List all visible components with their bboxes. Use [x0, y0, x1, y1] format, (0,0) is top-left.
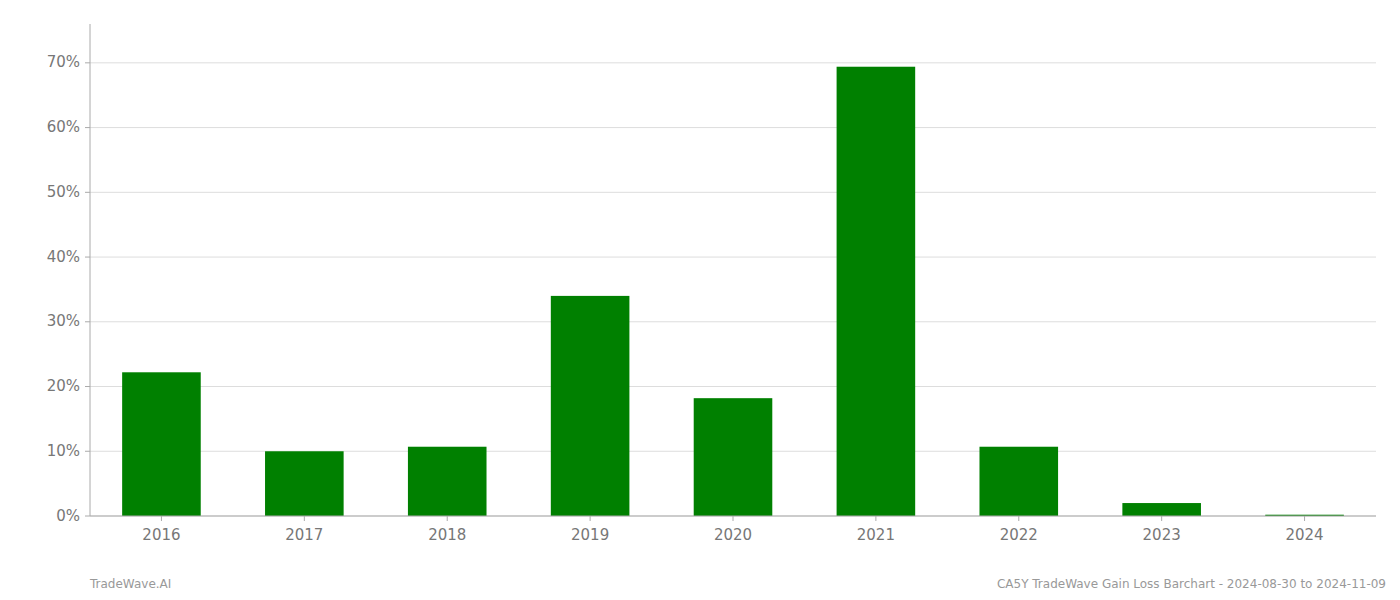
x-tick-label: 2020 [714, 526, 752, 544]
x-tick [304, 516, 305, 521]
x-tick-label: 2017 [285, 526, 323, 544]
x-tick-label: 2018 [428, 526, 466, 544]
y-tick-label: 70% [47, 53, 80, 71]
grid-line [90, 62, 1376, 63]
footer: TradeWave.AI CA5Y TradeWave Gain Loss Bar… [89, 577, 1386, 591]
bar [694, 398, 773, 516]
y-tick-label: 20% [47, 377, 80, 395]
grid-line [90, 321, 1376, 322]
chart-container: 0%10%20%30%40%50%60%70%20162017201820192… [0, 0, 1400, 600]
y-tick [85, 321, 90, 322]
y-tick [85, 516, 90, 517]
bar [979, 447, 1058, 516]
x-tick-label: 2023 [1143, 526, 1181, 544]
bar [837, 67, 916, 516]
y-axis: 0% 10% 20% 30% 40% 50% 60% 70% [47, 24, 90, 525]
background [0, 0, 1400, 600]
y-tick [85, 451, 90, 452]
y-tick-label: 40% [47, 248, 80, 266]
x-tick [590, 516, 591, 521]
x-tick-label: 2016 [142, 526, 180, 544]
bar [1122, 503, 1201, 516]
x-axis: 2016 2017 2018 2019 2020 2021 2022 2023 2024 [90, 516, 1376, 544]
footer-right: CA5Y TradeWave Gain Loss Barchart - 2024… [997, 577, 1386, 591]
bars [122, 67, 1344, 516]
bar [265, 451, 344, 516]
x-tick-label: 2022 [1000, 526, 1038, 544]
grid-line [90, 127, 1376, 128]
y-tick [85, 257, 90, 258]
y-tick-label: 30% [47, 312, 80, 330]
grid-line [90, 386, 1376, 387]
chart-svg: 0%10%20%30%40%50%60%70%20162017201820192… [0, 0, 1400, 600]
x-tick [733, 516, 734, 521]
y-tick-label: 10% [47, 442, 80, 460]
x-tick [1304, 516, 1305, 521]
y-tick-label: 50% [47, 183, 80, 201]
bar [408, 447, 487, 516]
grid-line [90, 257, 1376, 258]
x-tick [1161, 516, 1162, 521]
x-tick-label: 2021 [857, 526, 895, 544]
x-tick-label: 2024 [1285, 526, 1323, 544]
y-tick [85, 386, 90, 387]
y-axis-line [90, 24, 91, 516]
bar [122, 372, 201, 516]
footer-left: TradeWave.AI [89, 577, 171, 591]
y-tick [85, 192, 90, 193]
y-tick-label: 0% [56, 507, 80, 525]
y-tick-label: 60% [47, 118, 80, 136]
y-tick [85, 62, 90, 63]
grid-line [90, 192, 1376, 193]
x-tick [875, 516, 876, 521]
x-tick [1018, 516, 1019, 521]
y-tick [85, 127, 90, 128]
x-tick [161, 516, 162, 521]
grid [90, 63, 1376, 516]
bar [551, 296, 630, 516]
x-tick [447, 516, 448, 521]
x-tick-label: 2019 [571, 526, 609, 544]
